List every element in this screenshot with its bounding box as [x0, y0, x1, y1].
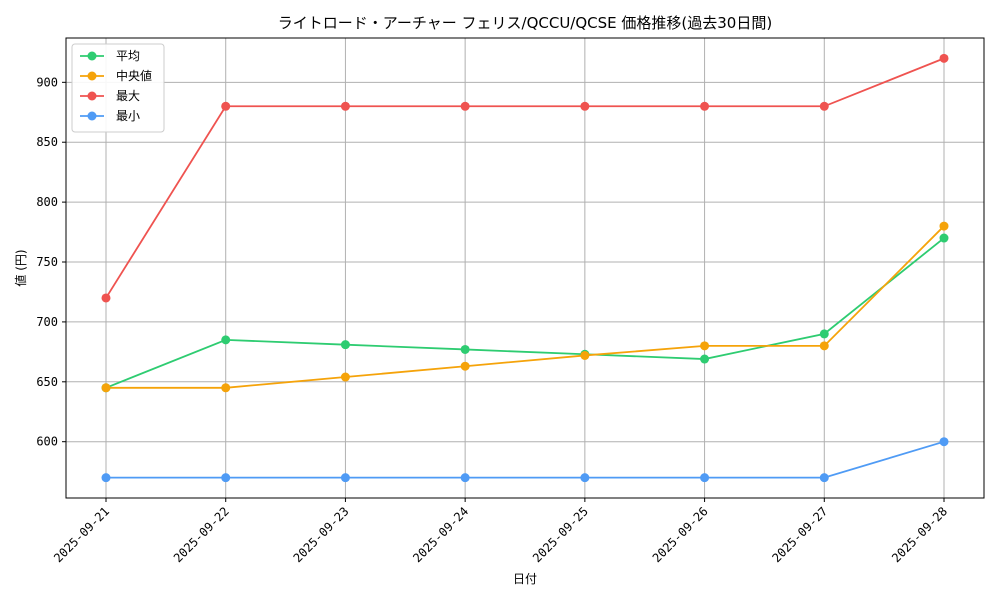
legend-label: 最小 — [116, 109, 140, 123]
data-point — [460, 101, 470, 111]
data-point — [460, 473, 470, 483]
data-point — [700, 473, 710, 483]
data-point — [221, 101, 231, 111]
x-tick-label: 2025-09-21 — [51, 504, 112, 565]
series-group — [101, 53, 949, 483]
legend-marker — [87, 111, 97, 121]
data-point — [340, 473, 350, 483]
data-point — [939, 221, 949, 231]
data-point — [700, 341, 710, 351]
data-point — [580, 350, 590, 360]
y-tick-label: 650 — [36, 375, 58, 389]
legend-marker — [87, 51, 97, 61]
grid — [66, 38, 984, 498]
data-point — [221, 473, 231, 483]
y-tick-label: 700 — [36, 315, 58, 329]
legend-label: 最大 — [116, 89, 140, 103]
y-tick-label: 800 — [36, 195, 58, 209]
data-point — [700, 354, 710, 364]
axes — [62, 37, 985, 502]
x-tick-label: 2025-09-22 — [171, 504, 232, 565]
chart-title: ライトロード・アーチャー フェリス/QCCU/QCSE 価格推移(過去30日間) — [278, 14, 772, 32]
legend-label: 中央値 — [116, 68, 152, 83]
data-point — [101, 383, 111, 393]
data-point — [939, 233, 949, 243]
plot-frame — [65, 37, 985, 499]
y-tick-label: 750 — [36, 255, 58, 269]
x-tick-label: 2025-09-26 — [650, 504, 711, 565]
x-tick-label: 2025-09-23 — [291, 504, 352, 565]
data-point — [580, 101, 590, 111]
data-point — [460, 344, 470, 354]
series-最小 — [101, 437, 949, 483]
data-point — [819, 329, 829, 339]
series-line — [105, 57, 945, 299]
x-tick-label: 2025-09-28 — [889, 504, 950, 565]
legend-marker — [87, 91, 97, 101]
x-tick-label: 2025-09-24 — [410, 504, 471, 565]
data-point — [580, 473, 590, 483]
data-point — [101, 293, 111, 303]
x-axis-title: 日付 — [513, 572, 537, 586]
legend-marker — [87, 71, 97, 81]
data-point — [819, 473, 829, 483]
legend-box — [71, 43, 165, 133]
data-point — [819, 341, 829, 351]
data-point — [340, 372, 350, 382]
series-line — [106, 225, 945, 389]
series-平均 — [101, 233, 949, 393]
data-point — [700, 101, 710, 111]
series-line — [105, 237, 945, 389]
data-point — [939, 53, 949, 63]
x-tick-label: 2025-09-27 — [769, 504, 830, 565]
data-point — [221, 383, 231, 393]
data-point — [340, 101, 350, 111]
y-axis-title: 値 (円) — [13, 249, 28, 286]
data-point — [101, 473, 111, 483]
y-tick-label: 600 — [36, 435, 58, 449]
data-point — [460, 361, 470, 371]
y-tick-label: 900 — [36, 75, 58, 89]
series-line — [106, 440, 945, 479]
data-point — [221, 335, 231, 345]
series-最大 — [101, 53, 949, 303]
x-tick-label: 2025-09-25 — [530, 504, 591, 565]
data-point — [819, 101, 829, 111]
y-tick-label: 850 — [36, 135, 58, 149]
data-point — [939, 437, 949, 447]
legend-label: 平均 — [116, 49, 140, 63]
tick-labels: 2025-09-21 2025-09-22 2025-09-23 2025-09-24… — [36, 75, 950, 565]
series-中央値 — [101, 221, 949, 393]
data-point — [340, 340, 350, 350]
